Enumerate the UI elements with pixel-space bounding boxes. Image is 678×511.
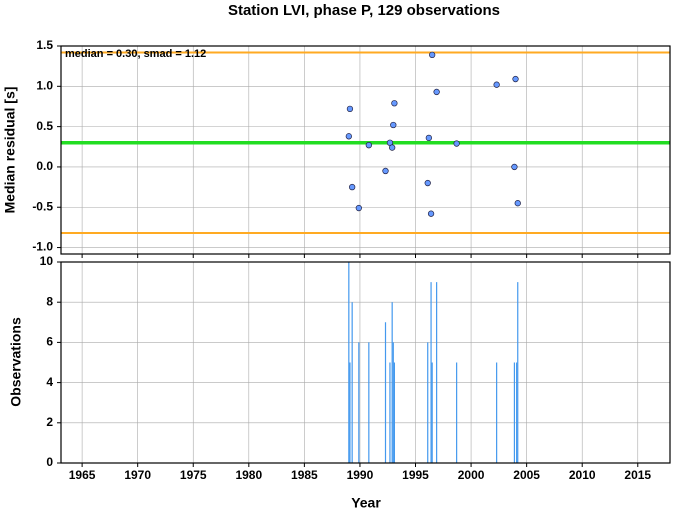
y-tick-label: 0 bbox=[46, 455, 53, 469]
y-tick-label: 0.0 bbox=[36, 159, 53, 173]
y-tick-label: 8 bbox=[46, 294, 53, 308]
y-tick-label: -0.5 bbox=[32, 199, 53, 213]
x-tick-label: 2005 bbox=[513, 468, 540, 482]
plot-frame bbox=[60, 45, 671, 255]
point bbox=[427, 210, 435, 217]
point bbox=[425, 134, 432, 142]
y-tick-label: -1.0 bbox=[32, 240, 53, 254]
point bbox=[355, 204, 362, 212]
x-tick-label: 1995 bbox=[402, 468, 429, 482]
x-axis-label: Year bbox=[351, 495, 381, 511]
point bbox=[433, 88, 440, 96]
x-tick-label: 2010 bbox=[569, 468, 596, 482]
point bbox=[365, 142, 372, 149]
point bbox=[424, 179, 431, 187]
point bbox=[453, 140, 460, 147]
point bbox=[512, 75, 519, 83]
point bbox=[346, 105, 354, 113]
point bbox=[345, 133, 352, 140]
point bbox=[391, 100, 398, 107]
y-axis-label: Observations bbox=[8, 317, 24, 407]
x-tick-label: 1975 bbox=[180, 468, 207, 482]
y-tick-label: 2 bbox=[46, 415, 53, 429]
chart-title: Station LVI, phase P, 129 observations bbox=[228, 2, 500, 19]
y-tick-label: 0.5 bbox=[36, 119, 53, 133]
y-tick-label: 1.0 bbox=[36, 78, 53, 92]
x-tick-label: 1980 bbox=[235, 468, 262, 482]
x-tick-label: 1990 bbox=[347, 468, 374, 482]
x-tick-label: 2000 bbox=[458, 468, 485, 482]
y-tick-label: 6 bbox=[46, 335, 53, 349]
point bbox=[389, 144, 396, 151]
y-tick-label: 1.5 bbox=[36, 38, 53, 52]
x-tick-label: 1970 bbox=[124, 468, 151, 482]
annotation: median = 0.30, smad = 1.12 bbox=[65, 48, 206, 60]
plot-frame bbox=[60, 261, 671, 464]
point bbox=[514, 200, 521, 207]
point bbox=[382, 167, 389, 175]
y-axis-label: Median residual [s] bbox=[2, 87, 18, 214]
point bbox=[511, 163, 518, 171]
y-tick-label: 10 bbox=[40, 254, 54, 268]
point bbox=[429, 51, 436, 59]
x-tick-label: 1985 bbox=[291, 468, 318, 482]
point bbox=[390, 121, 397, 129]
point bbox=[493, 81, 500, 88]
x-tick-label: 2015 bbox=[624, 468, 651, 482]
point bbox=[349, 183, 356, 191]
x-tick-label: 1965 bbox=[69, 468, 96, 482]
y-tick-label: 4 bbox=[46, 375, 53, 389]
